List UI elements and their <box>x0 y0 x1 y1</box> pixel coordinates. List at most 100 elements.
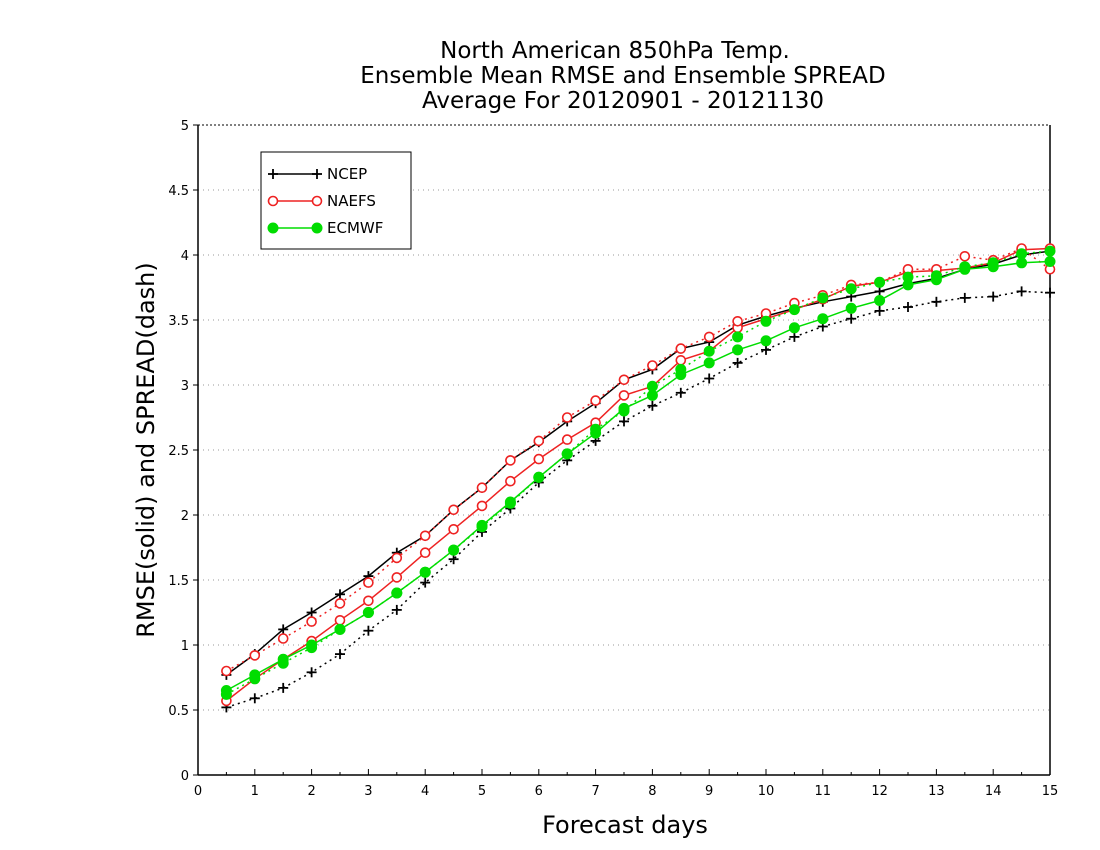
data-point-series-spread <box>448 544 460 556</box>
axes: 0 1 2 3 4 5 6 7 8 9 10 11 12 13 14 1500.511.522.533.544… <box>168 119 1058 799</box>
data-point-naefs-rmse <box>334 614 346 626</box>
data-point-series-spread <box>959 292 970 303</box>
data-point-series-spread <box>846 313 857 324</box>
legend-marker <box>311 195 323 207</box>
y-tick-label: 0.5 <box>168 704 189 719</box>
data-point-ecmwf-rmse <box>1016 257 1028 269</box>
data-point-series-spread <box>306 642 318 654</box>
chart-title-line-2: Ensemble Mean RMSE and Ensemble SPREAD <box>360 63 885 89</box>
legend-label: NAEFS <box>327 192 376 210</box>
data-point-series-spread <box>561 448 573 460</box>
data-point-series-spread <box>363 625 374 636</box>
data-point-series-spread <box>619 416 629 427</box>
legend-label: NCEP <box>327 165 367 183</box>
x-tick-label: 11 <box>815 784 832 799</box>
data-point-ncep-rmse <box>874 286 885 297</box>
y-tick-label: 0 <box>181 769 189 784</box>
data-point-ncep-rmse <box>335 589 345 600</box>
data-point-series-spread <box>249 673 261 685</box>
data-point-series-spread <box>220 688 232 700</box>
data-point-series-spread <box>675 387 686 398</box>
series-line-series-spread <box>226 247 1051 672</box>
series-ecmwf-rmse <box>220 256 1056 696</box>
data-point-series-spread <box>704 373 715 384</box>
x-tick-label: 0 <box>194 784 202 799</box>
legend-marker <box>312 169 322 179</box>
series-ncep-rmse <box>221 246 1055 680</box>
data-point-naefs-rmse <box>363 595 374 607</box>
x-tick-label: 6 <box>535 784 543 799</box>
x-tick-label: 1 <box>251 784 259 799</box>
chart-title-line-1: North American 850hPa Temp. <box>440 38 790 64</box>
data-point-series-spread <box>505 455 516 466</box>
data-point-series-spread <box>306 616 317 627</box>
data-point-series-spread <box>732 315 743 327</box>
y-tick-label: 4.5 <box>168 184 189 199</box>
chart-title-line-3: Average For 20120901 - 20121130 <box>422 88 824 114</box>
data-point-series-spread <box>278 682 289 693</box>
data-point-series-spread <box>504 497 516 509</box>
data-point-series-spread <box>419 566 431 578</box>
legend-marker <box>311 222 323 234</box>
grid-lines <box>198 124 1050 711</box>
x-axis-label: Forecast days <box>542 811 708 839</box>
data-point-series-spread <box>874 276 886 288</box>
series-line-ecmwf-rmse <box>226 260 1051 692</box>
legend: NCEP NAEFS ECMWF <box>260 151 412 250</box>
data-point-series-spread <box>590 423 602 435</box>
data-point-series-spread <box>675 343 687 354</box>
data-point-series-spread <box>618 374 630 386</box>
data-point-series-spread <box>646 380 658 392</box>
data-point-series-spread <box>732 331 744 343</box>
x-tick-label: 13 <box>928 784 945 799</box>
legend-item-ncep: NCEP <box>268 165 367 183</box>
data-point-series-spread <box>732 357 743 368</box>
x-tick-label: 9 <box>705 784 713 799</box>
data-point-naefs-rmse <box>618 390 630 401</box>
x-tick-label: 12 <box>871 784 888 799</box>
data-point-series-spread <box>703 345 715 357</box>
data-point-series-spread <box>761 344 771 355</box>
legend-label: ECMWF <box>327 219 383 237</box>
data-point-series-spread <box>930 270 942 282</box>
x-tick-label: 15 <box>1042 784 1059 799</box>
data-point-naefs-rmse <box>448 523 459 535</box>
data-point-series-spread <box>988 291 999 302</box>
data-point-naefs-rmse <box>476 500 488 512</box>
data-point-series-spread <box>419 530 431 542</box>
data-point-ecmwf-rmse <box>874 295 886 306</box>
chart-title: North American 850hPa Temp. Ensemble Mea… <box>360 38 885 114</box>
data-point-naefs-rmse <box>561 434 573 445</box>
data-point-series-spread <box>391 587 403 599</box>
data-point-series-spread <box>277 657 289 669</box>
data-point-series-spread <box>959 250 971 262</box>
data-point-series-spread <box>590 395 601 406</box>
data-point-ecmwf-rmse <box>1044 256 1056 267</box>
data-point-naefs-rmse <box>675 354 687 366</box>
series-line-ncep-rmse <box>225 250 1051 676</box>
data-point-series-spread <box>902 271 914 283</box>
data-point-ncep-rmse <box>306 607 317 618</box>
data-point-series-spread <box>1016 286 1027 297</box>
data-point-series-spread <box>647 400 658 411</box>
legend-marker <box>268 169 278 179</box>
data-point-series-spread <box>959 261 971 273</box>
data-point-series-spread <box>1044 245 1056 257</box>
y-tick-label: 1.5 <box>168 574 189 589</box>
x-tick-label: 5 <box>478 784 486 799</box>
data-point-ecmwf-rmse <box>760 335 772 347</box>
y-tick-label: 3.5 <box>168 314 189 329</box>
series-series-spread <box>220 245 1056 700</box>
data-point-series-spread <box>249 693 260 704</box>
data-point-ecmwf-rmse <box>845 302 857 314</box>
data-point-series-spread <box>334 598 346 609</box>
data-point-series-spread <box>845 283 857 295</box>
data-point-series-spread <box>363 577 374 588</box>
y-axis-label: RMSE(solid) and SPREAD(dash) <box>132 262 160 638</box>
data-point-series-spread <box>221 665 232 677</box>
data-point-series-spread <box>874 305 885 316</box>
data-point-series-spread <box>420 577 431 588</box>
data-point-series-spread <box>335 649 345 660</box>
data-point-series-spread <box>788 304 800 316</box>
